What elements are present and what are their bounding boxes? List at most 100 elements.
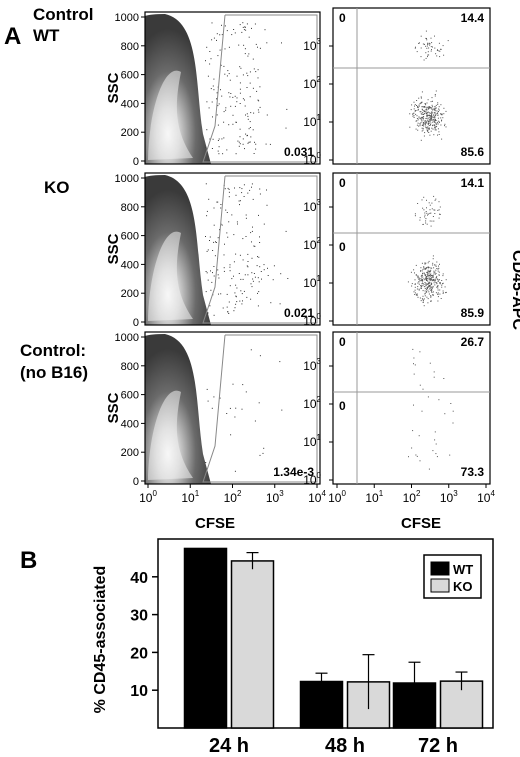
density-ytick-label: 800 bbox=[121, 202, 139, 214]
quadrant-value-ur: 14.1 bbox=[461, 176, 485, 190]
quadrant-frame bbox=[332, 7, 491, 165]
bar-chart: 10 20 30 40 % CD45-associated 24 h 48 h 72 h WT K… bbox=[92, 538, 494, 757]
quadrant-ytick-label: 100 bbox=[303, 471, 321, 487]
quadrant-xaxis-label: CFSE bbox=[401, 515, 441, 532]
panel-a-label: A bbox=[4, 23, 21, 50]
row-3-label-line-2: (no B16) bbox=[20, 363, 88, 382]
density-ytick-label: 0 bbox=[133, 156, 139, 168]
density-ytick-label: 1000 bbox=[115, 173, 139, 185]
density-ytick-label: 200 bbox=[121, 127, 139, 139]
density-core bbox=[148, 70, 193, 160]
density-ytick-label: 800 bbox=[121, 361, 139, 373]
density-xtick-label: 101 bbox=[181, 489, 199, 505]
density-core bbox=[148, 231, 193, 321]
density-ytick-label: 400 bbox=[121, 418, 139, 430]
density-yaxis-label: SSC bbox=[105, 72, 122, 103]
density-plot-area bbox=[145, 175, 318, 325]
legend-swatch-wt bbox=[430, 561, 450, 576]
quadrant-ytick-label: 101 bbox=[303, 433, 321, 449]
bar-category-label: 24 h bbox=[209, 735, 249, 757]
density-xaxis-label: CFSE bbox=[195, 515, 235, 532]
quadrant-xtick-label: 103 bbox=[440, 489, 458, 505]
density-ytick-label: 800 bbox=[121, 41, 139, 53]
bar-ytick-label: 40 bbox=[130, 570, 148, 587]
bar-ytick-label: 30 bbox=[130, 608, 148, 625]
bar-ko-1 bbox=[230, 560, 275, 729]
quadrant-xtick-label: 100 bbox=[328, 489, 346, 505]
quadrant-ytick-label: 103 bbox=[303, 198, 321, 214]
quadrant-ytick-label: 102 bbox=[303, 395, 321, 411]
quadrant-value-ll: 0 bbox=[339, 399, 346, 413]
panel-b-label: B bbox=[20, 547, 37, 574]
gate-polygon bbox=[202, 175, 318, 324]
density-xtick-label: 100 bbox=[139, 489, 157, 505]
bar-ytick-label: 20 bbox=[130, 645, 148, 662]
density-ytick-label: 0 bbox=[133, 317, 139, 329]
bar-wt-1 bbox=[183, 547, 228, 729]
density-ytick-label: 400 bbox=[121, 98, 139, 110]
density-xtick-label: 104 bbox=[308, 489, 326, 505]
quadrant-value-ul: 0 bbox=[339, 176, 346, 190]
quadrant-ytick-label: 103 bbox=[303, 37, 321, 53]
density-ytick-label: 600 bbox=[121, 70, 139, 82]
right-axis-label: CD45-APC bbox=[509, 250, 520, 330]
density-ytick-label: 600 bbox=[121, 231, 139, 243]
quadrant-ytick-label: 102 bbox=[303, 236, 321, 252]
quadrant-plots: 100 101 102 103 0 14.4 85.6 100 101 102 103 0 14.1 0 8… bbox=[303, 7, 495, 505]
bar-ytick-label: 10 bbox=[130, 683, 148, 700]
quadrant-value-lr: 73.3 bbox=[461, 465, 485, 479]
density-ytick-label: 400 bbox=[121, 259, 139, 271]
gate-value: 0.021 bbox=[284, 306, 314, 320]
quadrant-plot-2: 100 101 102 103 0 14.1 0 85.9 bbox=[303, 172, 491, 328]
row-1-label-line-1: Control bbox=[33, 5, 93, 24]
quadrant-ytick-label: 100 bbox=[303, 312, 321, 328]
quadrant-value-ul: 0 bbox=[339, 335, 346, 349]
density-plot-area bbox=[145, 334, 318, 484]
density-ytick-label: 0 bbox=[133, 476, 139, 488]
quadrant-value-ur: 14.4 bbox=[461, 11, 485, 25]
density-ytick-label: 1000 bbox=[115, 332, 139, 344]
quadrant-ytick-label: 100 bbox=[303, 151, 321, 167]
bar-category-label: 48 h bbox=[325, 735, 365, 757]
density-core bbox=[148, 390, 193, 480]
gate-polygon bbox=[202, 14, 318, 163]
density-plot-1: 0 200 400 600 800 1000 SSC 0.031 bbox=[105, 11, 321, 168]
quadrant-value-ll: 0 bbox=[339, 240, 346, 254]
quadrant-value-ul: 0 bbox=[339, 11, 346, 25]
row-3-label-line-1: Control: bbox=[20, 341, 86, 360]
quadrant-ytick-label: 101 bbox=[303, 113, 321, 129]
density-ytick-label: 1000 bbox=[115, 12, 139, 24]
density-frame bbox=[144, 172, 321, 326]
quadrant-ytick-label: 102 bbox=[303, 75, 321, 91]
quadrant-plot-3: 100 101 102 103 0 26.7 0 73.3 100 101 102 103 104 bbox=[303, 331, 495, 505]
legend-label-wt: WT bbox=[453, 562, 473, 577]
bar-ylabel: % CD45-associated bbox=[92, 566, 109, 714]
row-labels: Control WT KO Control: (no B16) bbox=[20, 5, 93, 382]
density-ytick-label: 200 bbox=[121, 288, 139, 300]
quadrant-frame bbox=[332, 172, 491, 326]
density-plots: 02004006008001000SSC0.031020040060080010… bbox=[105, 11, 326, 505]
quadrant-value-ur: 26.7 bbox=[461, 335, 485, 349]
density-ytick-label: 200 bbox=[121, 447, 139, 459]
quadrant-xtick-label: 102 bbox=[403, 489, 421, 505]
row-2-label-line-1: KO bbox=[44, 178, 70, 197]
row-1-label-line-2: WT bbox=[33, 26, 60, 45]
quadrant-ytick-label: 101 bbox=[303, 274, 321, 290]
density-xtick-label: 103 bbox=[266, 489, 284, 505]
density-yaxis-label: SSC bbox=[105, 233, 122, 264]
quadrant-value-lr: 85.9 bbox=[461, 306, 485, 320]
density-ytick-label: 600 bbox=[121, 390, 139, 402]
legend-label-ko: KO bbox=[453, 579, 473, 594]
gate-value: 0.031 bbox=[284, 145, 314, 159]
bar-category-label: 72 h bbox=[418, 735, 458, 757]
density-plot-2: 0 200 400 600 800 1000 SSC 0.021 bbox=[105, 172, 321, 329]
quadrant-xtick-label: 101 bbox=[365, 489, 383, 505]
density-yaxis-label: SSC bbox=[105, 392, 122, 423]
legend-swatch-ko bbox=[430, 578, 450, 593]
quadrant-plot-1: 100 101 102 103 0 14.4 85.6 bbox=[303, 7, 491, 167]
quadrant-ytick-label: 103 bbox=[303, 357, 321, 373]
density-plot-area bbox=[145, 14, 318, 164]
gate-polygon bbox=[202, 334, 318, 483]
